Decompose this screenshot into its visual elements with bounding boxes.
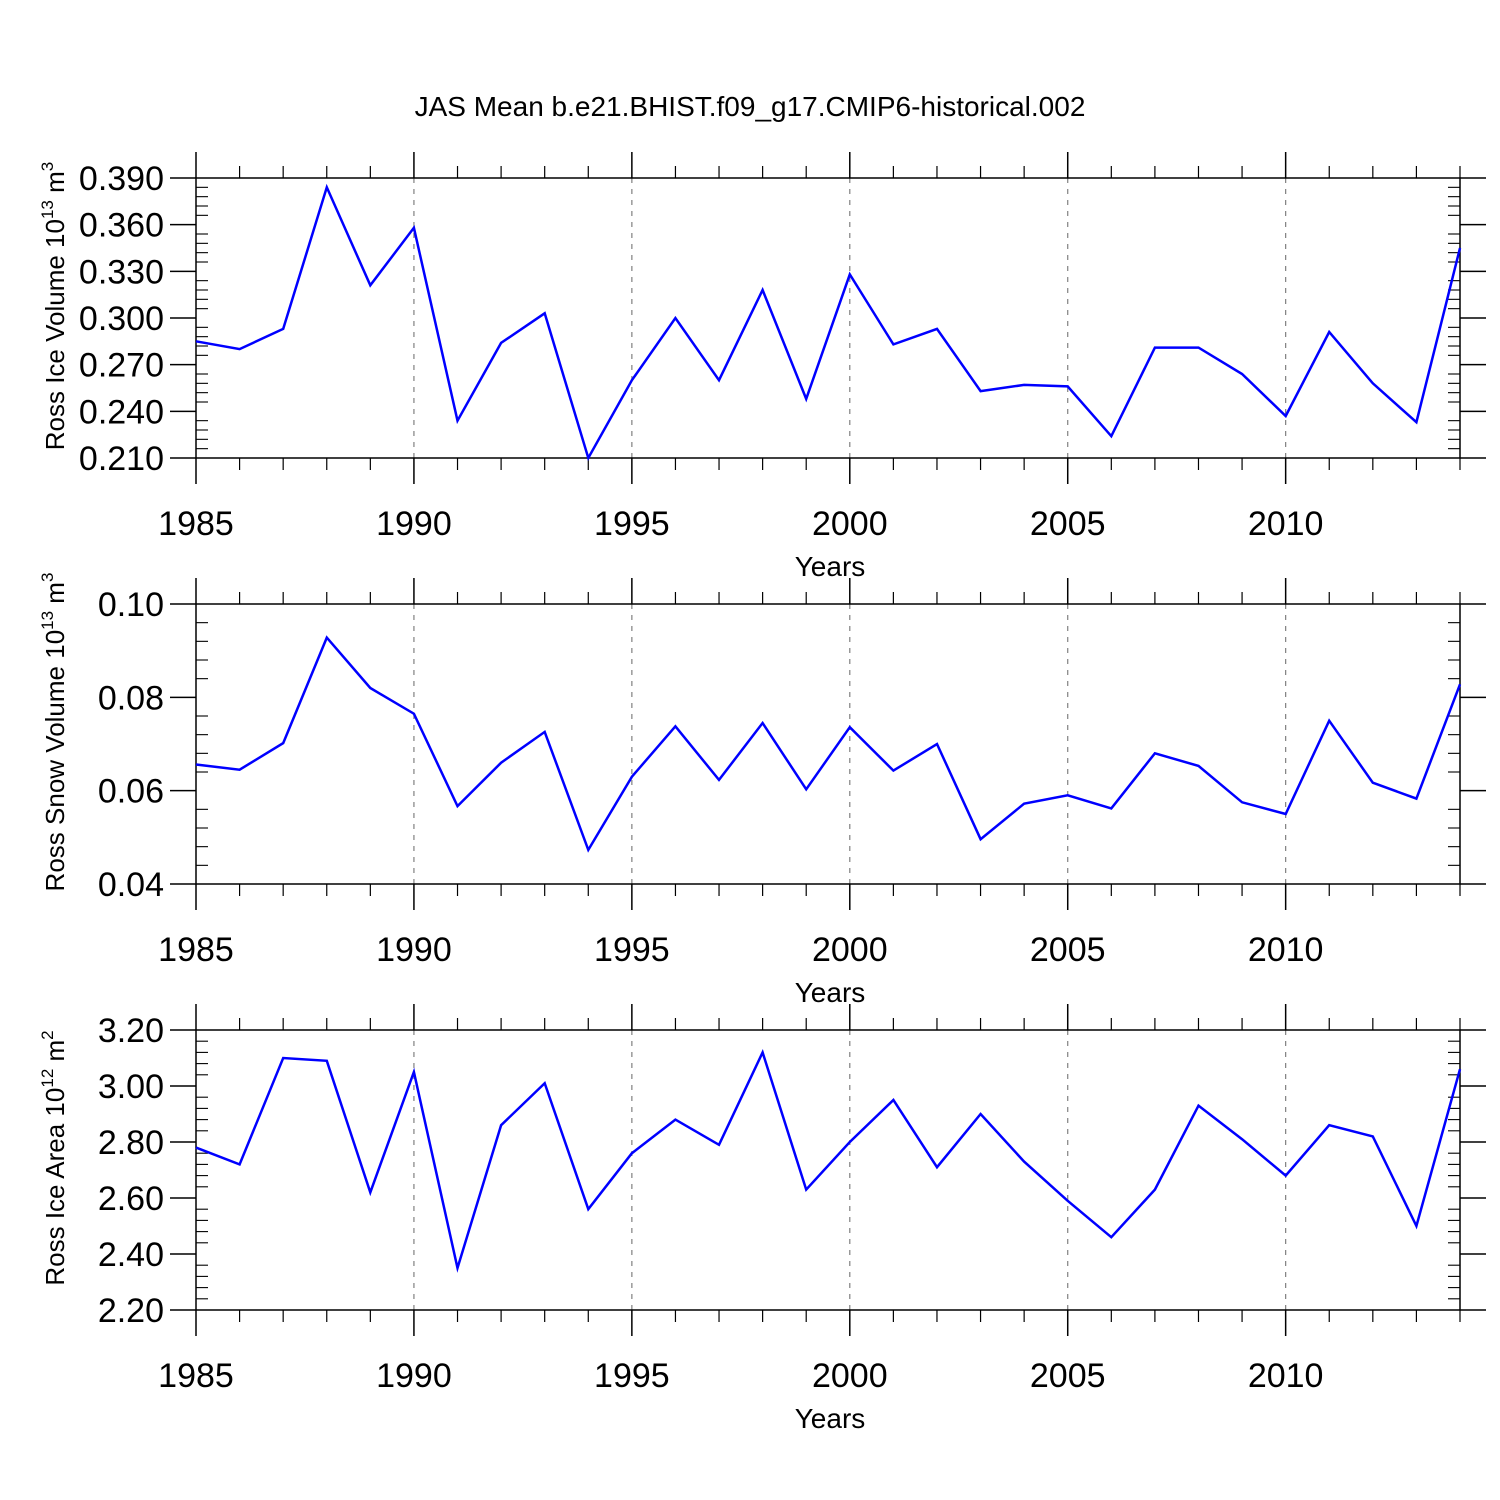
plot-frame bbox=[195, 1029, 1461, 1311]
series-line bbox=[195, 1048, 1462, 1273]
x-tick-label: 1995 bbox=[594, 1357, 670, 1395]
panel-1: 0.210 0.240 0.270 0.300 0.330 0.360 0.390 1985 1… bbox=[38, 152, 1486, 582]
y-tick-label: 2.40 bbox=[98, 1236, 164, 1274]
y-tick-label: 2.60 bbox=[98, 1180, 164, 1218]
y-tick-label: 0.300 bbox=[79, 300, 164, 338]
chart-title: JAS Mean b.e21.BHIST.f09_g17.CMIP6-histo… bbox=[415, 91, 1086, 122]
y-tick-label: 0.06 bbox=[98, 773, 164, 811]
x-tick-label: 2000 bbox=[812, 931, 888, 969]
plot-frame bbox=[195, 603, 1461, 885]
y-axis-label-superscript: 12 bbox=[38, 1069, 57, 1088]
x-tick-label: 2005 bbox=[1030, 931, 1106, 969]
x-tick-label: 1985 bbox=[158, 505, 234, 543]
x-tick-label: 1995 bbox=[594, 505, 670, 543]
x-tick-label: 2005 bbox=[1030, 1357, 1106, 1395]
y-tick-label: 0.210 bbox=[79, 440, 164, 478]
x-tick-label: 1990 bbox=[376, 931, 452, 969]
y-tick-label: 0.270 bbox=[79, 347, 164, 385]
x-tick-label: 2010 bbox=[1248, 931, 1324, 969]
x-tick-label: 1985 bbox=[158, 1357, 234, 1395]
y-tick-label: 2.80 bbox=[98, 1124, 164, 1162]
x-axis-label: Years bbox=[795, 551, 866, 582]
y-axis-label-superscript: 3 bbox=[38, 573, 57, 582]
x-axis-label: Years bbox=[795, 977, 866, 1008]
y-axis-label-part: m bbox=[40, 171, 70, 200]
y-tick-label: 0.330 bbox=[79, 253, 164, 291]
y-axis-label-superscript: 3 bbox=[38, 162, 57, 171]
x-tick-label: 2005 bbox=[1030, 505, 1106, 543]
x-tick-label: 1995 bbox=[594, 931, 670, 969]
y-axis-label-part: Ross Ice Area 10 bbox=[40, 1088, 70, 1286]
x-tick-label: 2010 bbox=[1248, 505, 1324, 543]
y-tick-label: 0.240 bbox=[79, 393, 164, 431]
x-tick-label: 1985 bbox=[158, 931, 234, 969]
x-tick-label: 1990 bbox=[376, 1357, 452, 1395]
panel-3: 2.20 2.40 2.60 2.80 3.00 3.20 1985 1990 1995 2000… bbox=[38, 1004, 1486, 1434]
y-axis-label-part: Ross Ice Volume 10 bbox=[40, 219, 70, 450]
x-tick-label: 2000 bbox=[812, 1357, 888, 1395]
y-axis-label-part: m bbox=[40, 1040, 70, 1069]
y-axis-label: Ross Ice Area 1012 m2 bbox=[38, 1030, 70, 1285]
y-axis-label-superscript: 2 bbox=[38, 1030, 57, 1039]
plot-frame bbox=[195, 177, 1461, 459]
y-axis-label-part: m bbox=[40, 582, 70, 611]
x-tick-label: 2000 bbox=[812, 505, 888, 543]
panel-2: 0.04 0.06 0.08 0.10 1985 1990 1995 2000 2005 2010… bbox=[38, 573, 1486, 1008]
x-axis-label: Years bbox=[795, 1403, 866, 1434]
y-tick-label: 0.360 bbox=[79, 207, 164, 245]
y-axis-label-part: Ross Snow Volume 10 bbox=[40, 630, 70, 892]
y-tick-label: 3.20 bbox=[98, 1012, 164, 1050]
series-line bbox=[195, 183, 1462, 462]
x-tick-label: 1990 bbox=[376, 505, 452, 543]
y-tick-label: 0.10 bbox=[98, 586, 164, 624]
y-axis-label-superscript: 13 bbox=[38, 200, 57, 219]
x-tick-label: 2010 bbox=[1248, 1357, 1324, 1395]
series-line bbox=[195, 635, 1462, 853]
y-axis-label: Ross Ice Volume 1013 m3 bbox=[38, 162, 70, 451]
y-tick-label: 3.00 bbox=[98, 1068, 164, 1106]
y-tick-label: 2.20 bbox=[98, 1292, 164, 1330]
y-axis-label: Ross Snow Volume 1013 m3 bbox=[38, 573, 70, 892]
y-axis-label-superscript: 13 bbox=[38, 611, 57, 630]
y-tick-label: 0.390 bbox=[79, 160, 164, 198]
y-tick-label: 0.08 bbox=[98, 679, 164, 717]
y-tick-label: 0.04 bbox=[98, 866, 164, 904]
